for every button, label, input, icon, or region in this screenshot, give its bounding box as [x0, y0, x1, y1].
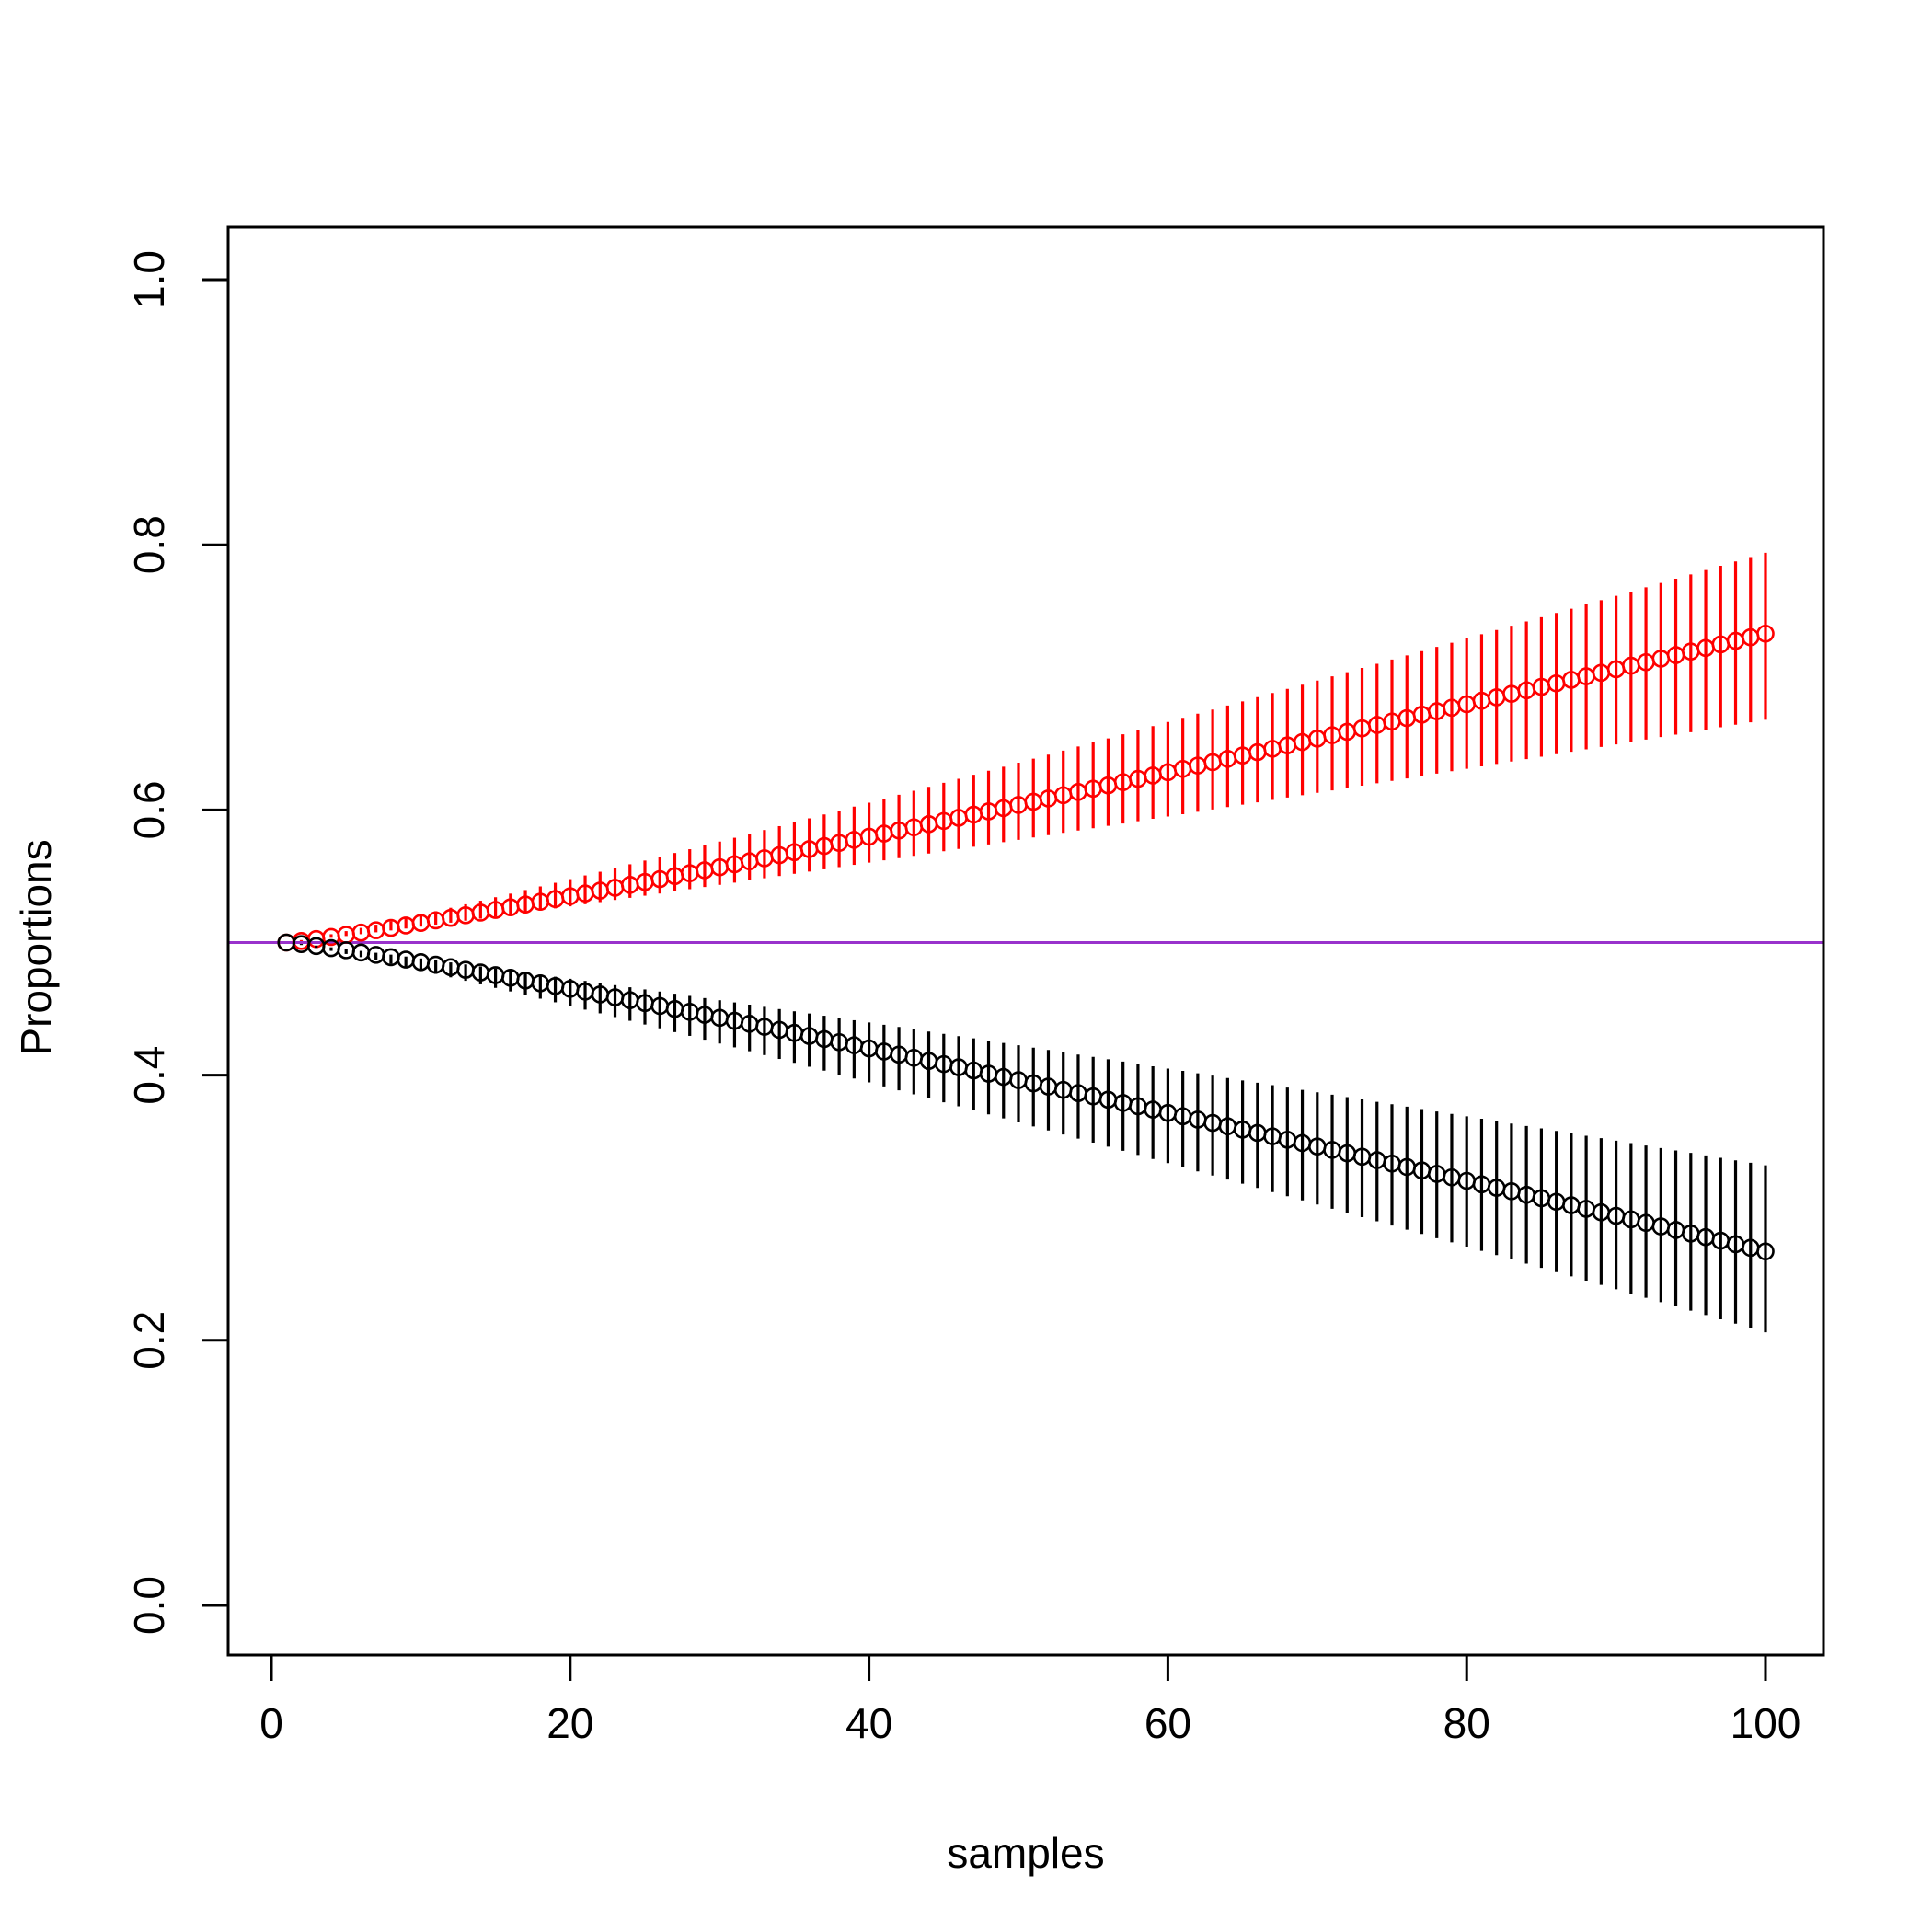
data-point — [1756, 624, 1775, 643]
x-tick-label: 60 — [1144, 1699, 1191, 1747]
y-tick-label: 0.8 — [125, 515, 173, 574]
axes: 0 20 40 60 80 100 0.0 0.2 0.4 0.6 0.8 1.0 — [125, 225, 1825, 1747]
y-tick-label: 0.6 — [125, 780, 173, 839]
plot-marks — [228, 552, 1823, 1333]
data-point — [1756, 1242, 1775, 1261]
x-tick-label: 80 — [1443, 1699, 1490, 1747]
y-tick-label: 0.4 — [125, 1046, 173, 1105]
series-1 — [277, 552, 1775, 952]
y-tick-label: 0.0 — [125, 1576, 173, 1635]
series-2 — [277, 933, 1775, 1333]
x-tick-label: 20 — [546, 1699, 593, 1747]
x-axis-label: samples — [947, 1829, 1104, 1877]
y-tick-label: 1.0 — [125, 250, 173, 309]
y-tick-label: 0.2 — [125, 1311, 173, 1370]
y-axis-label: Proportions — [12, 839, 60, 1055]
x-tick-label: 0 — [259, 1699, 283, 1747]
x-tick-label: 40 — [845, 1699, 892, 1747]
x-tick-label: 100 — [1731, 1699, 1801, 1747]
